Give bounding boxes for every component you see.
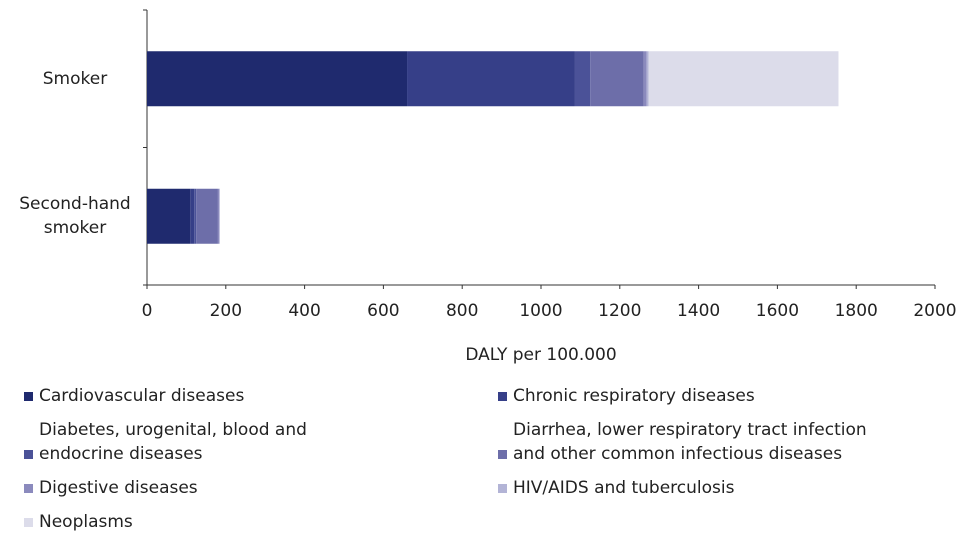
bar-segment [196, 188, 218, 244]
x-tick-label: 0 [142, 301, 153, 321]
bar-segment [147, 188, 191, 244]
x-tick-label: 1200 [598, 301, 641, 321]
legend-label: Diabetes, urogenital, blood and endocrin… [39, 420, 307, 464]
category-label: Smoker [42, 68, 108, 89]
legend-swatch [498, 392, 507, 401]
legend-item: Diarrhea, lower respiratory tract infect… [498, 418, 898, 466]
bar-segment [190, 188, 195, 244]
x-tick-label: 1400 [677, 301, 720, 321]
legend-label: Neoplasms [39, 512, 133, 532]
x-tick-label: 200 [210, 301, 242, 321]
bar-segment [194, 188, 197, 244]
x-tick-label: 800 [446, 301, 478, 321]
legend-item: Chronic respiratory diseases [498, 384, 898, 408]
legend-swatch [498, 450, 507, 459]
bar-segment [407, 51, 575, 107]
legend-item: Digestive diseases [24, 476, 314, 500]
legend-label: Cardiovascular diseases [39, 386, 245, 406]
legend: Cardiovascular diseases Chronic respirato… [24, 384, 938, 534]
bar-segment [648, 51, 839, 107]
x-tick-label: 1800 [835, 301, 878, 321]
bar-segment [590, 51, 644, 107]
legend-swatch [498, 484, 507, 493]
bar-segment [646, 51, 649, 107]
x-tick-label: 400 [288, 301, 320, 321]
bar-segment [217, 188, 220, 244]
legend-item: Cardiovascular diseases [24, 384, 314, 408]
legend-swatch [24, 450, 33, 459]
x-tick-label: 1600 [756, 301, 799, 321]
x-tick-label: 2000 [913, 301, 956, 321]
bar-segment [574, 51, 591, 107]
x-tick-label: 1000 [519, 301, 562, 321]
legend-item: Neoplasms [24, 510, 314, 534]
legend-label: Digestive diseases [39, 478, 198, 498]
legend-label: Diarrhea, lower respiratory tract infect… [513, 420, 867, 464]
legend-swatch [24, 518, 33, 527]
x-axis-title: DALY per 100.000 [465, 345, 616, 365]
legend-item: HIV/AIDS and tuberculosis [498, 476, 898, 500]
legend-swatch [24, 392, 33, 401]
x-tick-label: 600 [367, 301, 399, 321]
bar-segment [643, 51, 647, 107]
legend-item: Diabetes, urogenital, blood and endocrin… [24, 418, 314, 466]
legend-label: Chronic respiratory diseases [513, 386, 755, 406]
category-label: Second-hand smoker [19, 194, 131, 239]
bar-segment [219, 188, 220, 244]
bar-segment [147, 51, 408, 107]
legend-label: HIV/AIDS and tuberculosis [513, 478, 735, 498]
legend-swatch [24, 484, 33, 493]
